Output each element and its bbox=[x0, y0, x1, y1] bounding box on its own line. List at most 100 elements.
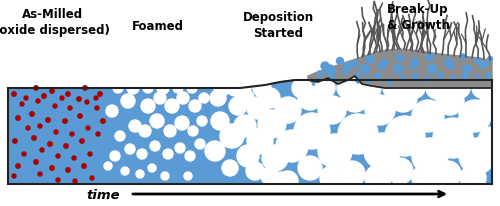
Polygon shape bbox=[8, 81, 492, 184]
Circle shape bbox=[478, 95, 500, 118]
Circle shape bbox=[488, 57, 492, 62]
Circle shape bbox=[163, 149, 173, 159]
Circle shape bbox=[247, 128, 273, 154]
Circle shape bbox=[96, 132, 100, 136]
Circle shape bbox=[486, 74, 490, 79]
Circle shape bbox=[34, 86, 38, 91]
Circle shape bbox=[94, 97, 98, 101]
Circle shape bbox=[150, 141, 160, 151]
Circle shape bbox=[412, 59, 418, 65]
Circle shape bbox=[450, 76, 456, 81]
Circle shape bbox=[73, 179, 77, 183]
Circle shape bbox=[435, 161, 461, 187]
Circle shape bbox=[321, 63, 329, 71]
Circle shape bbox=[16, 164, 20, 168]
Circle shape bbox=[136, 170, 144, 178]
Circle shape bbox=[236, 90, 254, 108]
Text: Deposition
Started: Deposition Started bbox=[242, 11, 314, 40]
Circle shape bbox=[262, 145, 288, 171]
Circle shape bbox=[337, 79, 357, 98]
Circle shape bbox=[80, 139, 84, 144]
Circle shape bbox=[472, 79, 492, 98]
Circle shape bbox=[366, 56, 374, 64]
Circle shape bbox=[478, 127, 500, 155]
Circle shape bbox=[365, 165, 391, 191]
Circle shape bbox=[405, 79, 425, 98]
Circle shape bbox=[38, 124, 42, 128]
Circle shape bbox=[437, 74, 443, 80]
Circle shape bbox=[294, 114, 330, 149]
Circle shape bbox=[329, 76, 335, 82]
Circle shape bbox=[20, 103, 24, 107]
Text: Foamed: Foamed bbox=[132, 20, 184, 33]
Circle shape bbox=[214, 81, 230, 97]
Circle shape bbox=[275, 97, 301, 123]
Circle shape bbox=[387, 158, 413, 184]
Circle shape bbox=[115, 131, 125, 141]
Circle shape bbox=[50, 166, 54, 170]
Circle shape bbox=[66, 168, 70, 172]
Circle shape bbox=[88, 152, 92, 156]
Circle shape bbox=[366, 78, 370, 83]
Circle shape bbox=[54, 130, 58, 134]
Circle shape bbox=[82, 164, 86, 168]
Circle shape bbox=[199, 94, 209, 103]
Circle shape bbox=[387, 79, 393, 85]
Text: As-Milled
(oxide dispersed): As-Milled (oxide dispersed) bbox=[0, 8, 110, 37]
Circle shape bbox=[412, 101, 444, 132]
Circle shape bbox=[113, 84, 123, 94]
Circle shape bbox=[339, 161, 365, 187]
Circle shape bbox=[127, 83, 139, 95]
Circle shape bbox=[30, 112, 34, 117]
Circle shape bbox=[189, 101, 201, 112]
Text: time: time bbox=[86, 188, 120, 201]
Circle shape bbox=[50, 89, 54, 94]
Circle shape bbox=[72, 156, 76, 160]
Circle shape bbox=[177, 92, 189, 104]
Circle shape bbox=[83, 86, 87, 91]
Circle shape bbox=[85, 101, 89, 104]
Circle shape bbox=[463, 66, 471, 74]
Circle shape bbox=[164, 125, 176, 137]
Circle shape bbox=[12, 174, 16, 178]
Circle shape bbox=[106, 105, 118, 117]
Circle shape bbox=[210, 91, 226, 107]
Circle shape bbox=[462, 74, 468, 80]
Circle shape bbox=[101, 119, 105, 124]
Circle shape bbox=[396, 55, 404, 62]
Circle shape bbox=[428, 65, 436, 74]
Circle shape bbox=[459, 138, 495, 174]
Circle shape bbox=[318, 97, 346, 124]
Circle shape bbox=[24, 97, 28, 101]
Circle shape bbox=[222, 160, 238, 176]
Circle shape bbox=[292, 79, 312, 98]
Circle shape bbox=[360, 65, 370, 74]
Circle shape bbox=[187, 84, 197, 94]
Circle shape bbox=[412, 138, 448, 174]
Circle shape bbox=[175, 116, 189, 130]
Circle shape bbox=[53, 104, 57, 109]
Circle shape bbox=[424, 77, 430, 82]
Circle shape bbox=[237, 145, 259, 167]
Circle shape bbox=[315, 79, 335, 98]
Circle shape bbox=[34, 160, 38, 164]
Circle shape bbox=[36, 99, 40, 103]
Circle shape bbox=[445, 59, 451, 65]
Circle shape bbox=[320, 166, 344, 190]
Circle shape bbox=[365, 96, 395, 125]
Circle shape bbox=[220, 124, 244, 148]
Circle shape bbox=[121, 167, 129, 175]
Circle shape bbox=[385, 116, 425, 156]
Circle shape bbox=[38, 172, 42, 176]
Circle shape bbox=[475, 59, 481, 65]
Circle shape bbox=[66, 92, 70, 97]
Circle shape bbox=[86, 126, 90, 130]
Circle shape bbox=[341, 85, 369, 112]
Circle shape bbox=[476, 76, 480, 81]
Circle shape bbox=[70, 132, 74, 136]
Circle shape bbox=[410, 62, 418, 70]
Circle shape bbox=[253, 80, 271, 97]
Circle shape bbox=[90, 176, 94, 180]
Circle shape bbox=[446, 62, 454, 70]
Circle shape bbox=[480, 62, 488, 69]
